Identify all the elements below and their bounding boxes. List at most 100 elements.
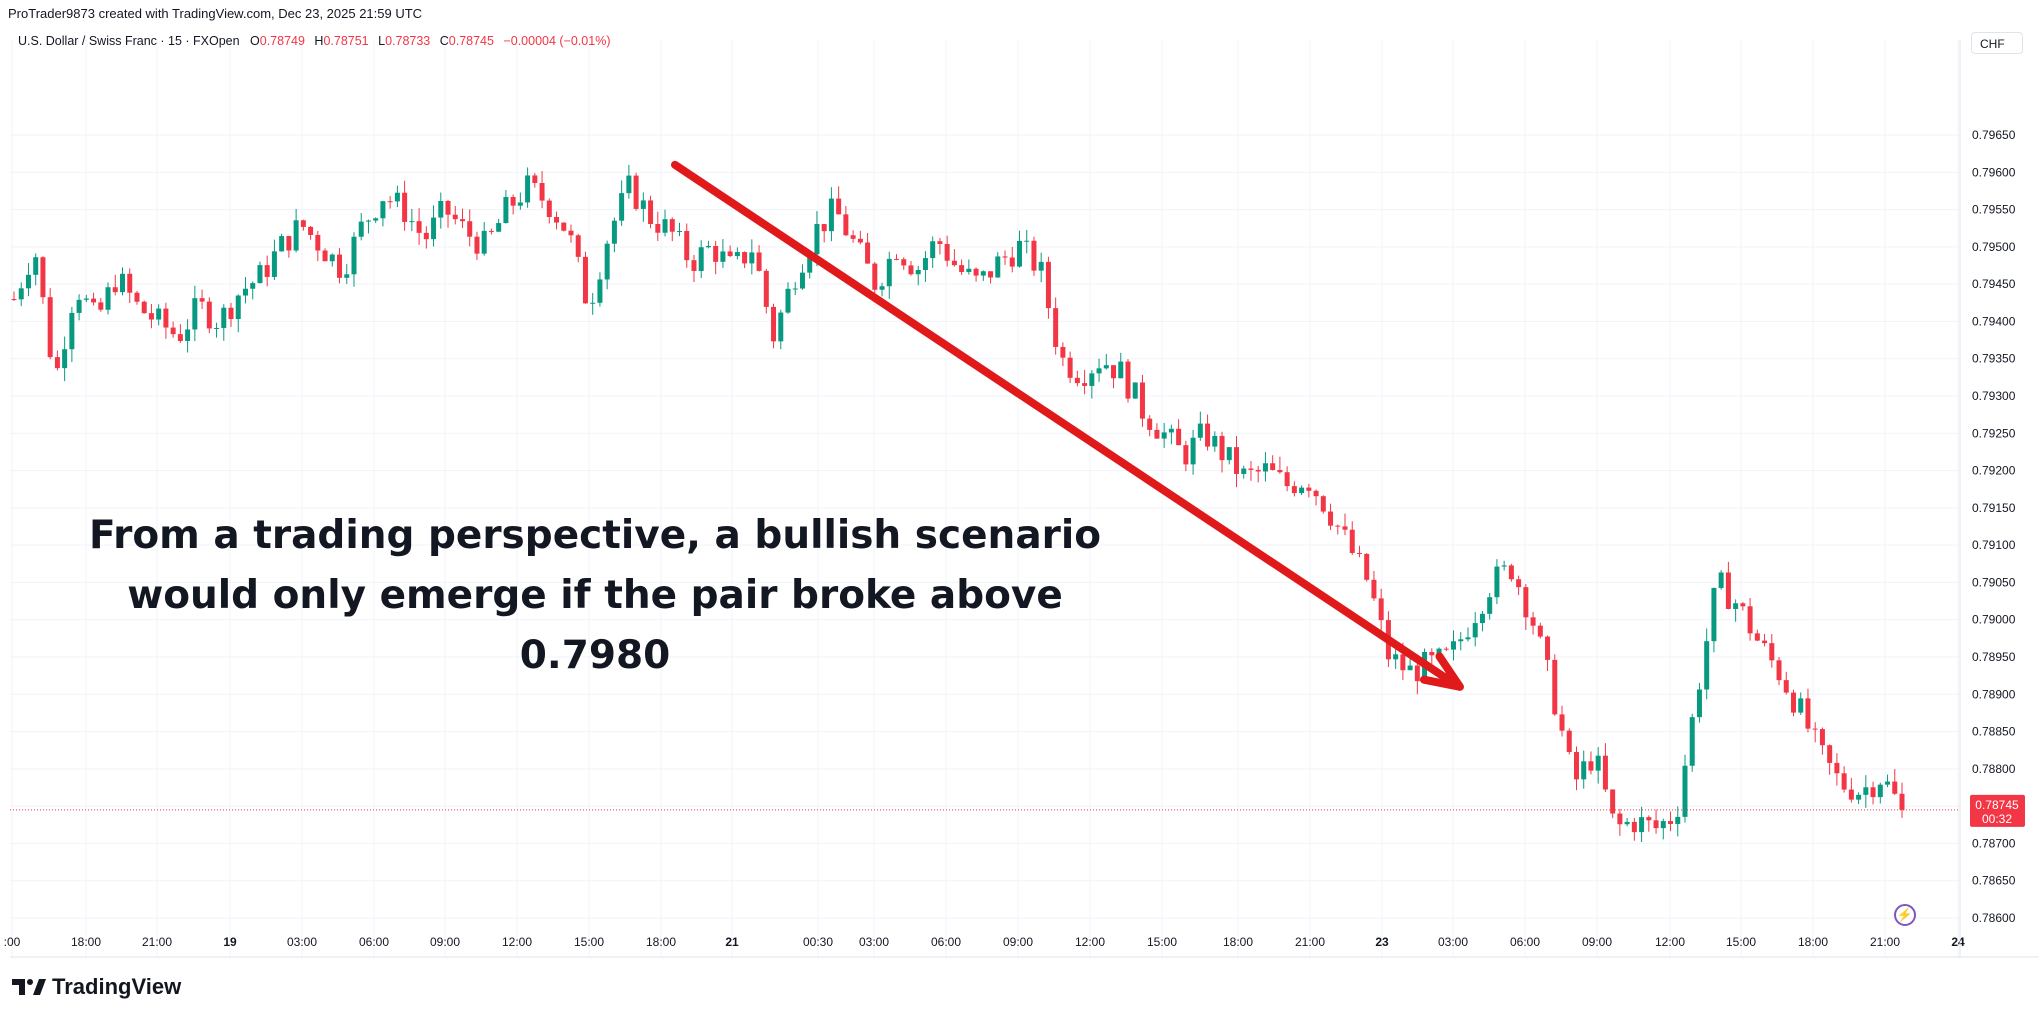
- candle-body: [1284, 472, 1290, 487]
- candle: [1349, 521, 1355, 555]
- candle: [597, 272, 603, 307]
- y-tick-label: 0.78700: [1972, 836, 2016, 850]
- candle-body: [1718, 572, 1724, 588]
- candle: [1226, 447, 1232, 465]
- candle: [1689, 713, 1695, 772]
- candle: [626, 164, 632, 199]
- candle-body: [1617, 813, 1623, 825]
- candle: [365, 219, 371, 234]
- candle: [1342, 513, 1348, 536]
- candle-body: [394, 192, 400, 202]
- x-tick-label: 06:00: [1510, 935, 1540, 949]
- candle: [1168, 424, 1174, 445]
- candle: [163, 302, 169, 339]
- lightning-icon[interactable]: ⚡: [1894, 904, 1916, 926]
- y-tick-label: 0.78950: [1972, 650, 2016, 664]
- candle: [1516, 575, 1522, 596]
- candle-body: [988, 271, 994, 278]
- candle: [1313, 489, 1319, 506]
- symbol-name[interactable]: U.S. Dollar / Swiss Franc · 15 · FXOpen: [18, 34, 240, 48]
- candle: [293, 208, 299, 253]
- candle-body: [677, 230, 683, 232]
- candle-body: [1038, 261, 1044, 271]
- candle: [1233, 435, 1239, 488]
- candle: [1812, 722, 1818, 743]
- currency-selector[interactable]: CHF: [1971, 32, 2023, 54]
- arrow-head: [1419, 652, 1464, 691]
- candle-body: [1053, 308, 1059, 347]
- candle-body: [1132, 382, 1138, 399]
- candle-body: [1798, 698, 1804, 713]
- candle-body: [1031, 240, 1037, 271]
- candle: [1617, 808, 1623, 836]
- trend-arrow: [671, 160, 1464, 691]
- candle: [177, 324, 183, 343]
- candle: [640, 192, 646, 222]
- candle-body: [344, 274, 350, 278]
- candle: [1581, 750, 1587, 789]
- candle: [1241, 465, 1247, 479]
- candle: [351, 232, 357, 287]
- candle: [590, 292, 596, 315]
- candle: [503, 190, 509, 224]
- candle: [358, 213, 364, 241]
- y-tick-label: 0.78600: [1972, 911, 2016, 925]
- tradingview-logo[interactable]: TradingView: [12, 974, 181, 1000]
- candle-body: [474, 236, 480, 254]
- tradingview-logo-icon: [12, 979, 46, 995]
- candle-body: [1378, 598, 1384, 621]
- candle: [727, 245, 733, 258]
- candle-body: [1328, 511, 1334, 526]
- candle: [1696, 682, 1702, 723]
- candle: [1067, 351, 1073, 383]
- candle-body: [98, 302, 104, 310]
- candle-body: [1168, 428, 1174, 433]
- candle: [850, 230, 856, 243]
- candle-body: [1429, 652, 1435, 656]
- candle-body: [177, 334, 183, 341]
- candle: [1320, 495, 1326, 514]
- x-tick-label: 03:00: [287, 935, 317, 949]
- candle: [1255, 465, 1261, 483]
- candle-body: [785, 288, 791, 313]
- x-tick-label: 09:00: [1582, 935, 1612, 949]
- brand-name: TradingView: [52, 974, 182, 999]
- candle: [1805, 688, 1811, 733]
- x-tick-label: 12:00: [1655, 935, 1685, 949]
- candle: [568, 224, 574, 243]
- candle-body: [365, 220, 371, 222]
- candle-body: [257, 265, 263, 284]
- candle-body: [431, 217, 437, 240]
- candle: [192, 285, 198, 342]
- candle: [1545, 635, 1551, 671]
- y-tick-label: 0.78850: [1972, 725, 2016, 739]
- candle: [40, 256, 46, 304]
- candle-body: [1306, 487, 1312, 491]
- x-tick-label: 23: [1375, 935, 1389, 949]
- candle: [930, 236, 936, 269]
- candle: [1161, 422, 1167, 448]
- candle-body: [1494, 566, 1500, 598]
- candle-body: [662, 219, 668, 233]
- candle: [206, 297, 212, 334]
- candle: [705, 240, 711, 249]
- candle-body: [828, 198, 834, 232]
- candle: [54, 350, 60, 371]
- candle: [1335, 524, 1341, 535]
- x-tick-label: 15:00: [1726, 935, 1756, 949]
- arrow-shaft: [671, 160, 1454, 685]
- candle: [1530, 611, 1536, 635]
- candle: [865, 232, 871, 264]
- candle-body: [91, 298, 97, 303]
- candle: [799, 264, 805, 290]
- candle: [1819, 727, 1825, 755]
- candle: [756, 245, 762, 272]
- candle-body: [792, 288, 798, 290]
- symbol-legend[interactable]: U.S. Dollar / Swiss Franc · 15 · FXOpen …: [18, 34, 616, 48]
- y-tick-label: 0.79650: [1972, 128, 2016, 142]
- candle: [1371, 571, 1377, 601]
- candle: [1031, 236, 1037, 276]
- candle-body: [409, 221, 415, 223]
- candle: [250, 281, 256, 300]
